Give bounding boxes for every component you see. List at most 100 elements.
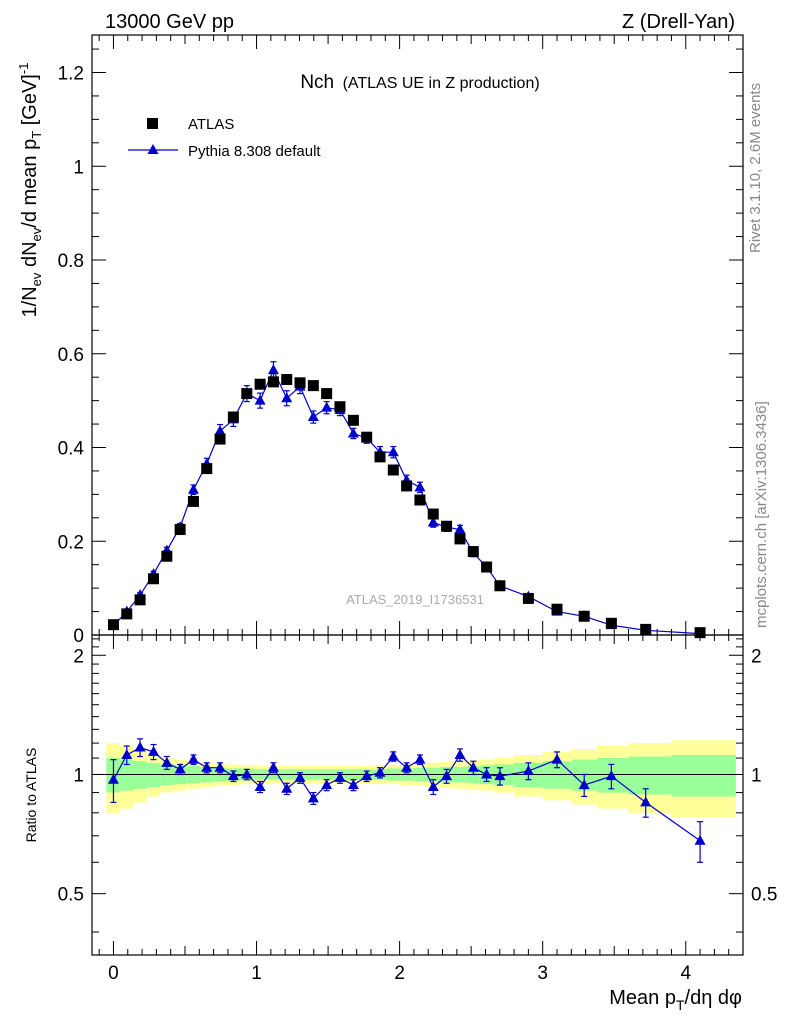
legend-atlas-marker <box>147 118 158 129</box>
x-tick-label: 0 <box>108 963 119 984</box>
pythia-point <box>321 401 333 412</box>
analysis-watermark: ATLAS_2019_I1736531 <box>346 592 484 607</box>
pythia-point <box>307 411 319 422</box>
main-y-tick-label: 0.6 <box>58 345 84 366</box>
ratio-pythia-point <box>334 771 346 782</box>
main-axis-ticks: 0 0.2 0.4 0.6 0.8 1 1.2 <box>58 35 743 647</box>
ratio-pythia-point <box>174 763 186 774</box>
mcplots-label: mcplots.cern.ch [arXiv:1306.3436] <box>753 401 770 628</box>
pythia-point <box>414 481 426 492</box>
x-tick-label: 2 <box>394 963 405 984</box>
pythia-point <box>347 427 359 438</box>
ratio-pythia-point <box>201 761 213 772</box>
atlas-point <box>174 524 186 536</box>
atlas-point <box>467 546 479 558</box>
ratio-y-tick-label-right: 1 <box>751 765 762 786</box>
atlas-point <box>551 603 563 615</box>
atlas-point <box>187 495 199 507</box>
pythia-point <box>454 523 466 534</box>
legend-pythia-label: Pythia 8.308 default <box>188 143 321 160</box>
atlas-series <box>107 374 706 639</box>
ratio-y-tick-label-right: 2 <box>751 646 762 667</box>
ratio-y-tick-label-right: 0.5 <box>751 885 777 906</box>
atlas-point <box>481 561 493 573</box>
atlas-point <box>578 610 590 622</box>
atlas-point <box>522 592 534 604</box>
main-panel: 0 0.2 0.4 0.6 0.8 1 1.2 Nch (ATLAS UE in Z pro… <box>16 34 744 647</box>
ratio-pythia-point <box>267 761 279 772</box>
ratio-y-tick-label: 0.5 <box>58 885 84 906</box>
ratio-pythia-point <box>361 770 373 781</box>
atlas-point <box>201 463 213 475</box>
ratio-band-inner <box>671 754 736 797</box>
pythia-point <box>187 483 199 494</box>
ratio-pythia-point <box>307 792 319 803</box>
atlas-point <box>307 380 319 392</box>
atlas-point <box>454 533 466 545</box>
ratio-panel: 0.5 0.5 1 1 2 2 0 1 2 3 4 Ratio to ATLAS Mean pT/d… <box>23 634 777 1013</box>
atlas-point <box>148 573 160 585</box>
pythia-point <box>254 394 266 405</box>
pythia-point <box>214 425 226 436</box>
legend-atlas-label: ATLAS <box>188 116 234 133</box>
ratio-pythia-point <box>161 756 173 767</box>
main-y-tick-label: 0.4 <box>58 439 85 460</box>
atlas-point <box>387 464 399 476</box>
ratio-band-inner <box>119 759 134 791</box>
ratio-pythia-point <box>214 761 226 772</box>
atlas-point <box>494 580 506 592</box>
ratio-pythia-point <box>227 770 239 781</box>
ratio-pythia-point <box>148 745 160 756</box>
atlas-point <box>427 508 439 520</box>
ratio-pythia-point <box>107 773 119 784</box>
x-tick-label: 3 <box>537 963 548 984</box>
pythia-point <box>427 516 439 527</box>
pythia-point <box>281 392 293 403</box>
atlas-point <box>121 608 133 620</box>
ratio-pythia-point <box>134 741 146 752</box>
atlas-point <box>640 623 652 635</box>
ratio-pythia-point <box>187 753 199 764</box>
ratio-pythia-point <box>401 761 413 772</box>
main-y-tick-label: 0 <box>73 626 84 647</box>
atlas-point <box>347 414 359 426</box>
atlas-point <box>254 378 266 390</box>
atlas-point <box>214 433 226 445</box>
header-right: Z (Drell-Yan) <box>622 11 735 33</box>
rivet-label: Rivet 3.1.10, 2.6M events <box>747 83 764 253</box>
pythia-point <box>387 446 399 457</box>
ratio-pythia-point <box>347 779 359 790</box>
ratio-pythia-point <box>254 780 266 791</box>
main-y-tick-label: 0.2 <box>58 532 84 553</box>
ratio-pythia-point <box>454 748 466 759</box>
ratio-pythia-point <box>551 753 563 764</box>
atlas-point <box>401 480 413 492</box>
atlas-point <box>294 377 306 389</box>
ratio-pythia-point <box>441 770 453 781</box>
x-tick-label: 1 <box>251 963 262 984</box>
ratio-pythia-series <box>107 738 706 863</box>
plot-title: Nch (ATLAS UE in Z production) <box>300 72 539 93</box>
ratio-pythia-point <box>121 748 133 759</box>
ratio-pythia-point <box>294 771 306 782</box>
x-axis-label: Mean pT/dη dφ <box>609 987 742 1013</box>
atlas-point <box>374 451 386 463</box>
atlas-point <box>605 617 617 629</box>
atlas-point <box>321 388 333 400</box>
ratio-pythia-point <box>694 834 706 845</box>
atlas-point <box>414 494 426 506</box>
atlas-point <box>334 401 346 413</box>
ratio-axis-ticks: 0.5 0.5 1 1 2 2 0 1 2 3 4 <box>58 635 777 984</box>
atlas-point <box>241 388 253 400</box>
main-y-tick-label: 0.8 <box>58 251 84 272</box>
pythia-point <box>267 364 279 375</box>
ratio-pythia-point <box>427 780 439 791</box>
ratio-pythia-point <box>387 750 399 761</box>
legend-pythia-marker <box>147 144 159 154</box>
ratio-pythia-point <box>374 766 386 777</box>
atlas-point <box>267 376 279 388</box>
ratio-band-inner <box>133 761 147 789</box>
ratio-pythia-point <box>481 768 493 779</box>
ratio-pythia-point <box>578 779 590 790</box>
